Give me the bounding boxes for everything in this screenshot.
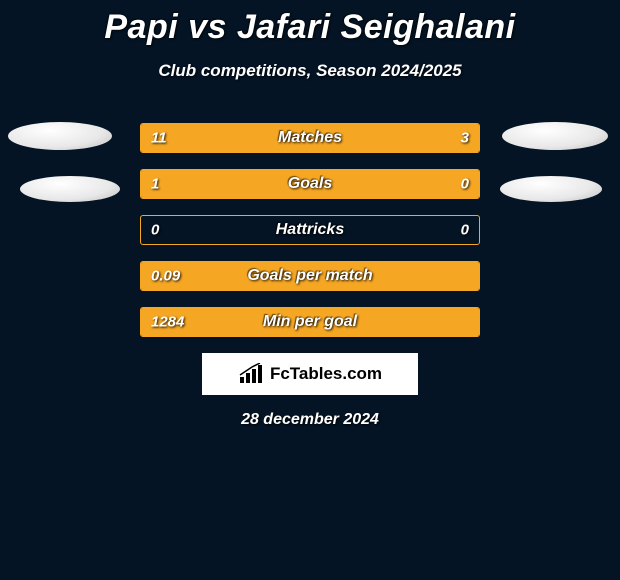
stat-label: Min per goal [141, 313, 479, 331]
stat-row: 1284Min per goal [140, 307, 480, 337]
stats-bars: 113Matches 10Goals 00Hattricks 0.09Goals pe… [140, 123, 480, 337]
stat-row: 00Hattricks [140, 215, 480, 245]
stat-label: Goals [141, 175, 479, 193]
stat-row: 10Goals [140, 169, 480, 199]
page-title: Papi vs Jafari Seighalani [0, 0, 620, 47]
avatar-placeholder-1 [20, 176, 120, 202]
stat-label: Matches [141, 129, 479, 147]
brand-text: FcTables.com [270, 364, 382, 384]
brand-chart-icon [238, 363, 264, 385]
stat-row: 113Matches [140, 123, 480, 153]
brand-badge: FcTables.com [202, 353, 418, 395]
stat-row: 0.09Goals per match [140, 261, 480, 291]
date-text: 28 december 2024 [0, 411, 620, 429]
avatar-placeholder-0 [8, 122, 112, 150]
subtitle: Club competitions, Season 2024/2025 [0, 61, 620, 81]
avatar-placeholder-3 [500, 176, 602, 202]
stat-label: Hattricks [141, 221, 479, 239]
avatar-placeholder-2 [502, 122, 608, 150]
stat-label: Goals per match [141, 267, 479, 285]
